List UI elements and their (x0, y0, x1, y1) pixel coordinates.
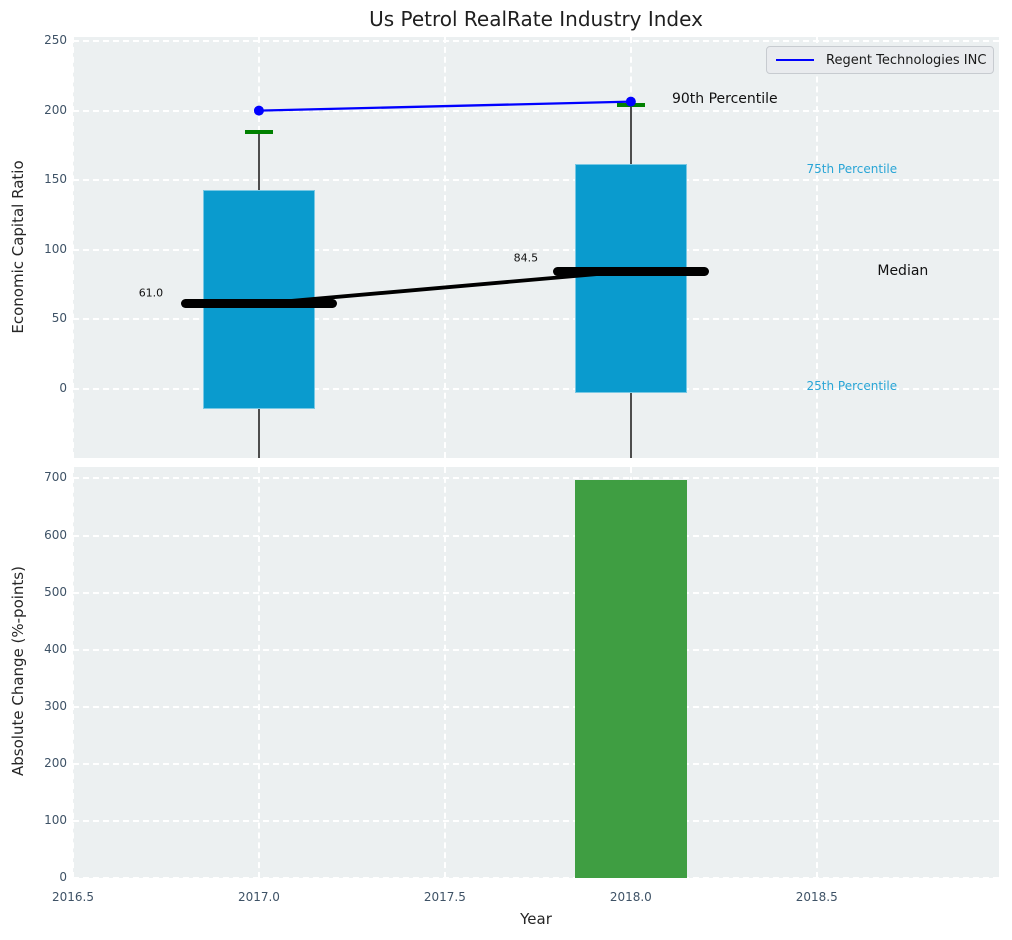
legend: Regent Technologies INC (766, 46, 994, 74)
gridline-vertical (443, 37, 446, 458)
percentile-box-2018 (575, 164, 687, 393)
annotation-median: Median (877, 263, 929, 280)
gridline-horizontal (73, 477, 999, 480)
x-tick-label: 2018.0 (609, 890, 652, 904)
y-tick-label: 0 (59, 380, 67, 395)
y-tick-label: 400 (44, 641, 67, 656)
y-tick-label: 150 (44, 172, 67, 187)
y-tick-label: 200 (44, 102, 67, 117)
annotation-median-value-2017: 61.0 (138, 286, 164, 300)
gridline-horizontal (73, 387, 999, 390)
annotation-median-value-2018: 84.5 (513, 251, 539, 265)
gridline-horizontal (73, 534, 999, 537)
gridline-horizontal (73, 705, 999, 708)
gridline-vertical (73, 467, 74, 878)
y-tick-label: 200 (44, 755, 67, 770)
x-tick-label: 2016.5 (52, 890, 94, 904)
change-bar-2018 (575, 479, 687, 878)
annotation-90th-percentile: 90th Percentile (671, 90, 778, 107)
gridline-horizontal (73, 648, 999, 651)
x-axis-label: Year (520, 910, 552, 928)
gridline-horizontal (73, 762, 999, 765)
gridline-horizontal (73, 248, 999, 251)
company-data-point (253, 105, 264, 116)
median-trend-line (258, 269, 631, 306)
median-bar-2018 (552, 266, 709, 276)
gridline-vertical (815, 467, 818, 878)
gridline-horizontal (73, 318, 999, 321)
legend-line-sample (776, 59, 814, 61)
company-series-line (253, 96, 636, 116)
x-tick-label: 2018.5 (795, 890, 838, 904)
annotation-75th-percentile: 75th Percentile (806, 162, 898, 177)
bottom-plot-area (73, 467, 999, 878)
x-tick-label: 2017.5 (423, 890, 466, 904)
y-tick-label: 100 (44, 241, 67, 256)
gridline-horizontal (73, 179, 999, 182)
y-tick-label: 600 (44, 527, 67, 542)
y-tick-label: 100 (44, 812, 67, 827)
y-tick-label: 0 (59, 870, 67, 884)
gridline-horizontal (73, 819, 999, 822)
x-tick-label: 2017.0 (237, 890, 280, 904)
gridline-vertical (257, 467, 260, 878)
gridline-horizontal (73, 40, 999, 43)
gridline-horizontal (73, 591, 999, 594)
p90-marker-2017 (244, 130, 273, 134)
legend-label: Regent Technologies INC (826, 52, 987, 68)
gridline-vertical (443, 467, 446, 878)
y-tick-label: 250 (44, 33, 67, 48)
gridline-horizontal (73, 109, 999, 112)
gridline-vertical (815, 37, 818, 458)
gridline-horizontal (73, 877, 999, 878)
gridline-vertical (73, 37, 74, 458)
median-bar-2017 (180, 299, 337, 309)
y-tick-label: 50 (51, 311, 67, 326)
chart-title: Us Petrol RealRate Industry Index (369, 7, 703, 31)
y-tick-label: 700 (44, 470, 67, 485)
y-tick-label: 500 (44, 584, 67, 599)
top-plot-area (73, 37, 999, 458)
y-tick-label: 300 (44, 698, 67, 713)
annotation-25th-percentile: 25th Percentile (806, 378, 898, 393)
company-data-point (625, 96, 636, 107)
